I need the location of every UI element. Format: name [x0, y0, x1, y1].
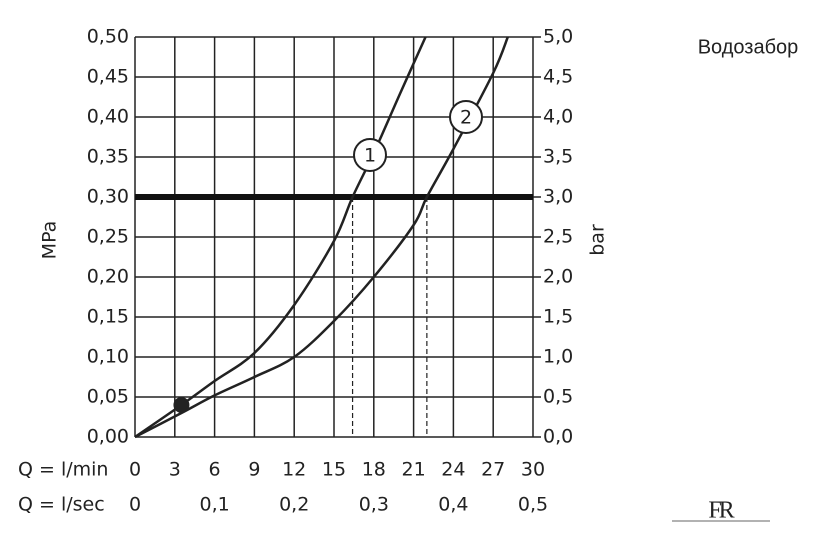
y-tick-label: 0,45 — [87, 66, 129, 88]
y-tick-label: 0,35 — [87, 146, 129, 168]
x2-tick-label: 0 — [129, 494, 141, 516]
x2-tick-label: 0,3 — [359, 494, 389, 516]
x-tick-label: 18 — [362, 459, 386, 481]
y2-tick-label: 0,0 — [543, 426, 573, 448]
x-tick-label: 12 — [282, 459, 306, 481]
x-tick-label: 9 — [248, 459, 260, 481]
y2-tick-label: 2,0 — [543, 266, 573, 288]
x-tick-label: 6 — [209, 459, 221, 481]
y2-tick-label: 4,0 — [543, 106, 573, 128]
curve — [134, 36, 427, 439]
y-tick-label: 0,25 — [87, 226, 129, 248]
y-tick-label: 0,00 — [87, 426, 129, 448]
x2-tick-label: 0,4 — [438, 494, 468, 516]
y2-tick-label: 4,5 — [543, 66, 573, 88]
x2-tick-label: 0,5 — [518, 494, 548, 516]
x2-axis-label: Q = l/sec — [18, 494, 105, 516]
y-tick-label: 0,05 — [87, 386, 129, 408]
marker-point — [173, 397, 190, 413]
y2-tick-label: 1,5 — [543, 306, 573, 328]
chart-title: Водозабор — [698, 36, 799, 58]
curve-label: 1 — [364, 145, 376, 167]
y2-tick-label: 3,0 — [543, 186, 573, 208]
x2-tick-label: 0,1 — [199, 494, 229, 516]
x-tick-label: 30 — [521, 459, 545, 481]
logo: FR — [708, 498, 734, 524]
x-tick-label: 21 — [402, 459, 426, 481]
x-tick-label: 0 — [129, 459, 141, 481]
x-tick-label: 27 — [481, 459, 505, 481]
y-tick-label: 0,20 — [87, 266, 129, 288]
x-tick-label: 15 — [322, 459, 346, 481]
y-tick-label: 0,30 — [87, 186, 129, 208]
y2-tick-label: 3,5 — [543, 146, 573, 168]
x-axis-label: Q = l/min — [18, 459, 108, 481]
y2-tick-label: 1,0 — [543, 346, 573, 368]
y-tick-label: 0,10 — [87, 346, 129, 368]
y-axis-label: MPa — [39, 221, 61, 260]
y2-tick-label: 0,5 — [543, 386, 573, 408]
curve — [134, 36, 509, 439]
y-tick-label: 0,40 — [87, 106, 129, 128]
x-tick-label: 3 — [169, 459, 181, 481]
x-tick-label: 24 — [441, 459, 465, 481]
y2-axis-label: bar — [587, 224, 609, 256]
x2-tick-label: 0,2 — [279, 494, 309, 516]
curve-label: 2 — [460, 107, 472, 129]
y-tick-label: 0,15 — [87, 306, 129, 328]
y2-tick-label: 2,5 — [543, 226, 573, 248]
curve-label-circle — [449, 100, 483, 134]
y-tick-label: 0,50 — [87, 26, 129, 48]
y2-tick-label: 5,0 — [543, 26, 573, 48]
curve-label-circle — [353, 138, 387, 172]
